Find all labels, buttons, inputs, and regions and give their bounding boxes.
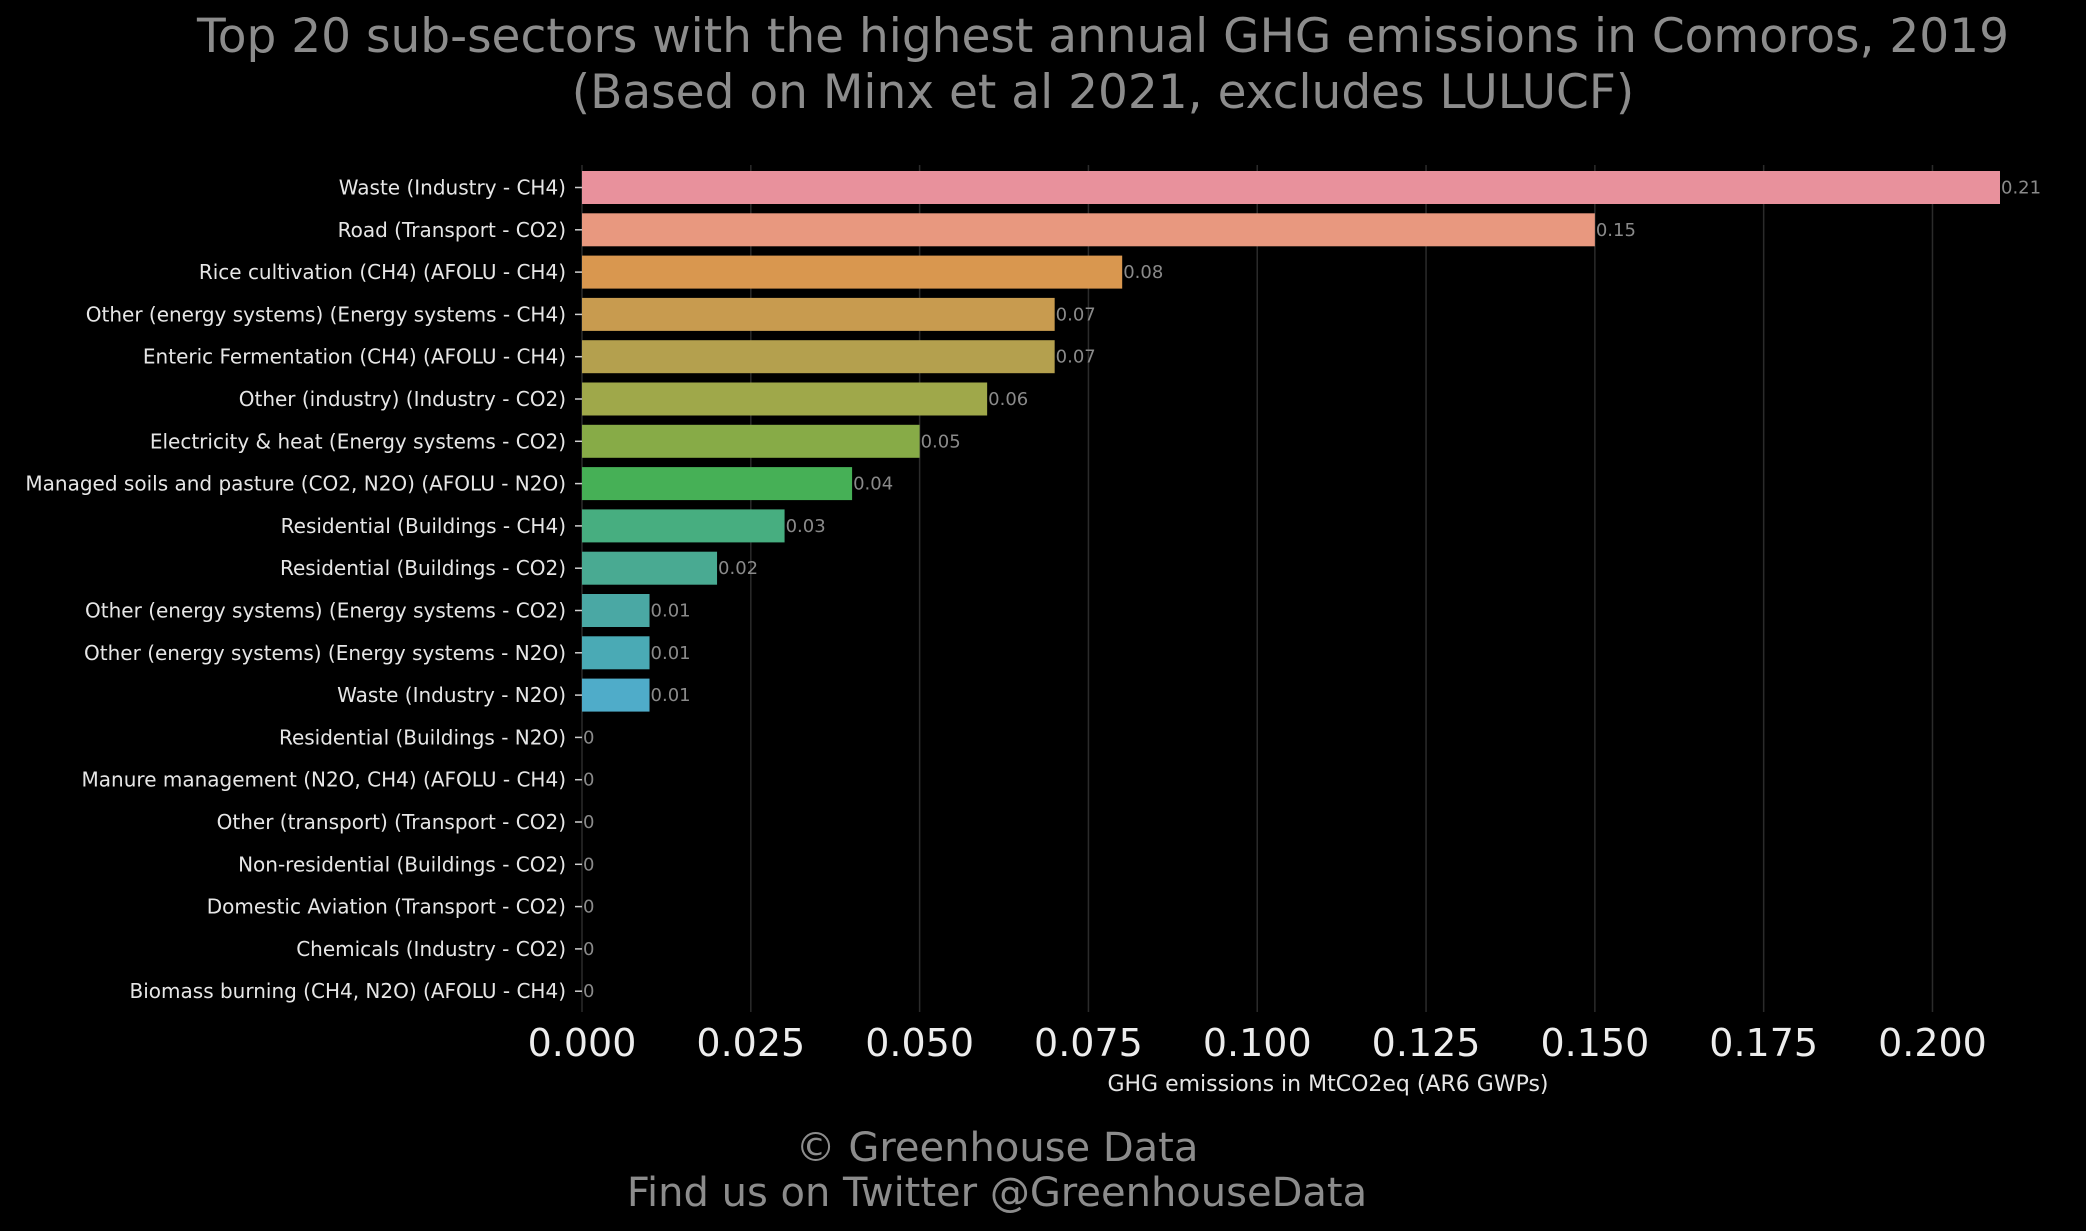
footer-twitter: Find us on Twitter @GreenhouseData [627,1170,1367,1216]
value-label: 0.04 [853,474,893,495]
x-tick-label: 0.075 [1034,1021,1143,1065]
value-label: 0.01 [651,685,691,706]
value-label: 0 [583,854,594,875]
category-label: Residential (Buildings - CH4) [281,514,566,538]
value-label: 0 [583,770,594,791]
category-label: Electricity & heat (Energy systems - CO2… [150,429,566,453]
category-label: Waste (Industry - N2O) [337,683,566,707]
category-label: Domestic Aviation (Transport - CO2) [207,895,566,919]
bars [582,171,2000,712]
bar [582,594,650,627]
value-label: 0 [583,727,594,748]
bar [582,382,988,416]
chart-title: Top 20 sub-sectors with the highest annu… [196,9,2009,64]
value-label: 0.02 [718,558,758,579]
category-label: Biomass burning (CH4, N2O) (AFOLU - CH4) [130,979,566,1003]
x-tick-label: 0.100 [1203,1021,1312,1065]
value-label: 0 [583,981,594,1002]
value-label: 0.06 [988,389,1028,410]
x-tick-label: 0.125 [1372,1021,1481,1065]
category-label: Road (Transport - CO2) [338,218,566,242]
bar [582,340,1055,374]
x-axis-title: GHG emissions in MtCO2eq (AR6 GWPs) [1107,1072,1548,1097]
value-label: 0.01 [651,601,691,622]
x-tick-label: 0.025 [696,1021,805,1065]
x-tick-label: 0.200 [1878,1021,1987,1065]
value-label: 0.21 [2001,178,2041,199]
x-tick-label: 0.150 [1540,1021,1649,1065]
category-labels: Waste (Industry - CH4) Road (Transport - … [25,176,582,1003]
bar [582,678,650,712]
category-label: Non-residential (Buildings - CO2) [238,852,566,876]
bar [582,636,650,670]
x-tick-label: 0.000 [528,1021,637,1065]
bar [582,171,2000,204]
category-label: Enteric Fermentation (CH4) (AFOLU - CH4) [143,345,566,369]
category-label: Other (energy systems) (Energy systems -… [85,599,566,623]
bar [582,297,1055,331]
value-label: 0 [583,812,594,833]
value-label: 0.05 [921,431,961,452]
value-label: 0 [583,939,594,960]
chart-subtitle: (Based on Minx et al 2021, excludes LULU… [572,65,1634,120]
value-label: 0.08 [1123,262,1163,283]
category-label: Rice cultivation (CH4) (AFOLU - CH4) [199,260,566,284]
x-axis-ticks: 0.000 0.025 0.050 0.075 0.100 0.125 0.150 0.175… [528,1021,1987,1065]
category-label: Other (energy systems) (Energy systems -… [86,302,566,326]
category-label: Chemicals (Industry - CO2) [296,937,566,961]
value-label: 0.03 [786,516,826,537]
x-tick-label: 0.175 [1709,1021,1818,1065]
bar [582,551,718,585]
footer-copyright: © Greenhouse Data [796,1125,1199,1171]
bar [582,255,1123,289]
category-label: Manure management (N2O, CH4) (AFOLU - CH… [82,768,566,792]
category-label: Managed soils and pasture (CO2, N2O) (AF… [25,472,566,496]
category-label: Residential (Buildings - CO2) [280,556,566,580]
category-label: Other (energy systems) (Energy systems -… [84,641,566,665]
value-label: 0.07 [1056,347,1096,368]
value-label: 0.07 [1056,304,1096,325]
bar [582,213,1595,247]
value-label: 0.15 [1596,220,1636,241]
value-label: 0.01 [651,643,691,664]
bar [582,467,853,501]
bar [582,424,920,458]
category-label: Waste (Industry - CH4) [339,176,566,200]
value-label: 0 [583,897,594,918]
grid-lines [581,165,1934,1012]
value-labels: 0.21 0.15 0.08 0.07 0.07 0.06 0.05 0.04 0.03 0.02… [583,178,2041,1003]
category-label: Residential (Buildings - N2O) [279,725,566,749]
bar [582,509,785,543]
x-tick-label: 0.050 [865,1021,974,1065]
category-label: Other (transport) (Transport - CO2) [217,810,566,834]
category-label: Other (industry) (Industry - CO2) [239,387,566,411]
